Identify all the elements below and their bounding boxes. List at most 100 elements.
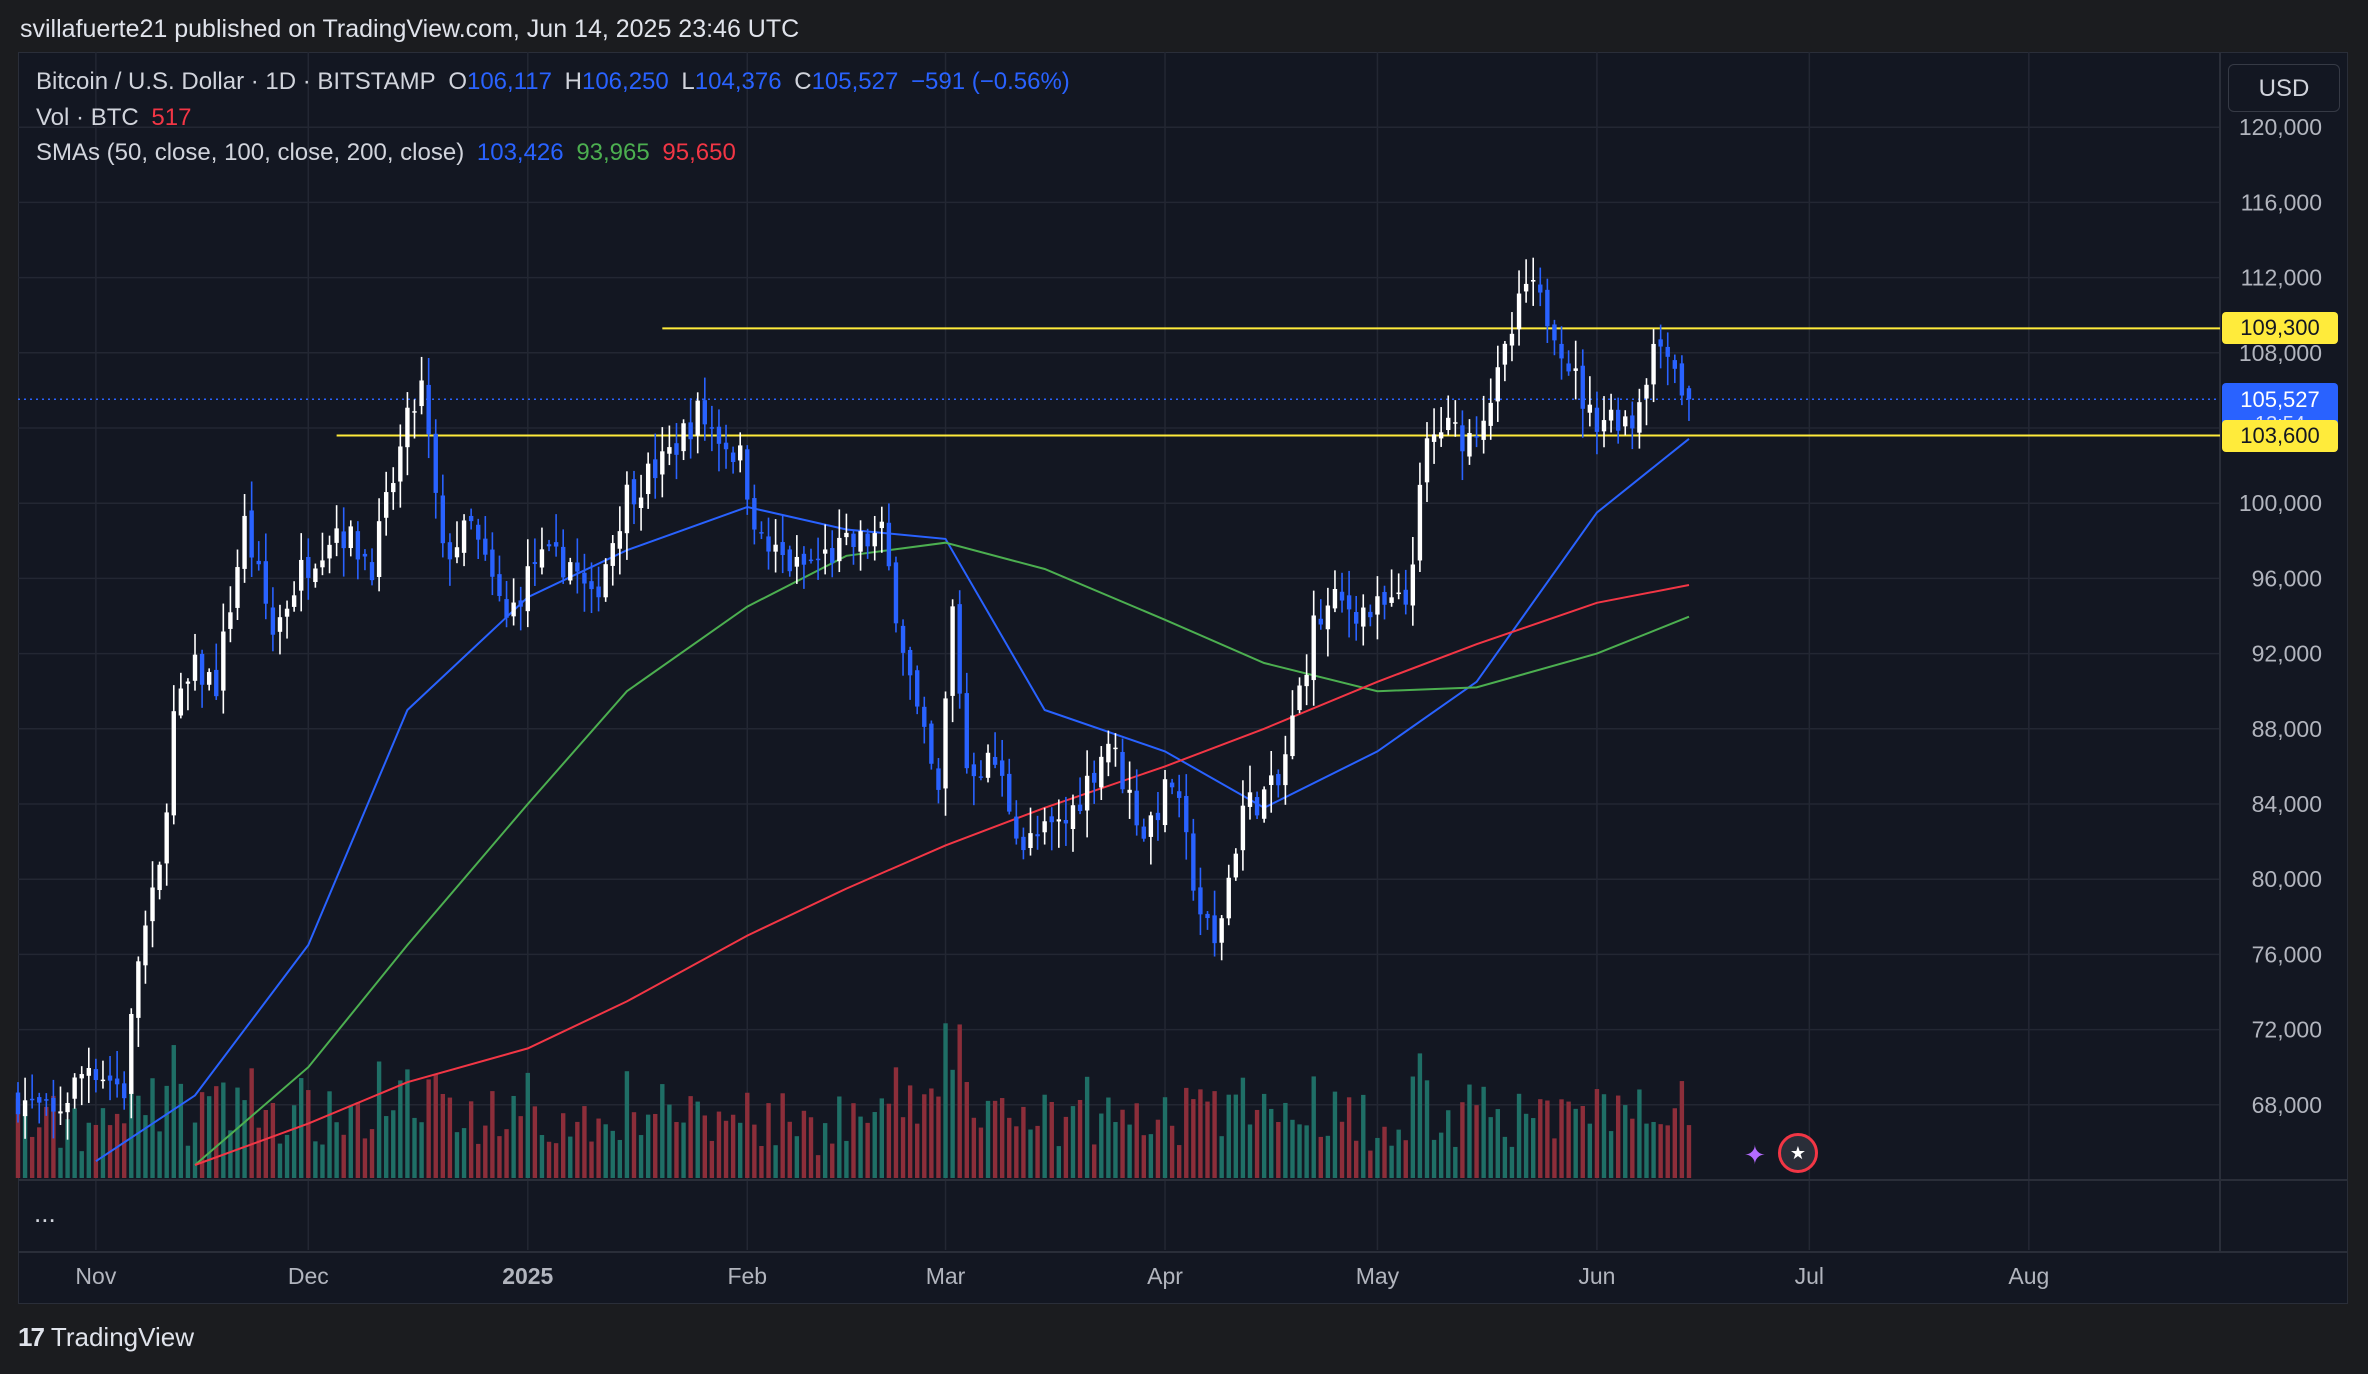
candle-body — [1474, 435, 1479, 438]
volume-bar — [1431, 1139, 1437, 1178]
candle-body — [830, 548, 835, 563]
volume-bar — [985, 1100, 991, 1178]
close-value: 105,527 — [811, 68, 899, 95]
volume-bar — [674, 1122, 679, 1178]
support-price-tag: 103,600 — [2222, 419, 2338, 452]
candle-body — [688, 422, 693, 440]
low-value: 104,376 — [694, 68, 782, 95]
x-tick-label: Aug — [2008, 1263, 2049, 1289]
sparkle-icon[interactable]: ✦ — [1744, 1140, 1766, 1170]
volume-bar — [907, 1085, 913, 1178]
candle-body — [1523, 283, 1529, 292]
volume-bar — [879, 1098, 885, 1178]
volume-bar — [837, 1096, 842, 1178]
candle-body — [1304, 674, 1309, 687]
sma-label[interactable]: SMAs (50, close, 100, close, 200, close) — [36, 139, 465, 166]
candle-body — [391, 483, 396, 493]
volume-bar — [263, 1109, 269, 1178]
volume-bar — [638, 1135, 644, 1178]
volume-bar — [617, 1139, 623, 1178]
volume-bar — [1375, 1137, 1380, 1178]
candle-body — [730, 452, 736, 463]
candle-body — [964, 693, 969, 769]
candle-body — [660, 451, 665, 475]
candle-body — [1538, 284, 1543, 293]
candle-body — [362, 553, 368, 557]
volume-bar — [1594, 1089, 1600, 1178]
y-tick-label: 120,000 — [2239, 114, 2322, 140]
volume-bar — [773, 1145, 778, 1178]
volume-bar — [978, 1127, 984, 1178]
volume-bar — [383, 1116, 389, 1178]
volume-bar — [1587, 1123, 1593, 1178]
more-indicators-button[interactable]: ... — [34, 1198, 56, 1228]
legend-ohlc-row: Bitcoin / U.S. Dollar · 1D · BITSTAMP O1… — [36, 68, 1076, 96]
volume-value: 517 — [151, 104, 192, 131]
candle-body — [1176, 791, 1182, 798]
volume-bar — [369, 1129, 375, 1178]
candle-body — [936, 768, 941, 790]
candle-body — [1240, 805, 1246, 851]
tradingview-logo[interactable]: 17 TradingView — [18, 1322, 194, 1353]
candle-body — [1162, 779, 1168, 826]
x-tick-label: Feb — [727, 1263, 767, 1289]
volume-bar — [214, 1086, 219, 1178]
candle-body — [1637, 402, 1642, 433]
candle-body — [759, 532, 764, 534]
candle-body — [872, 533, 877, 547]
candle-body — [950, 606, 955, 696]
candle-body — [992, 756, 998, 765]
candle-body — [766, 536, 771, 552]
candle-body — [157, 864, 162, 891]
volume-bar — [129, 1082, 134, 1178]
volume-bar — [532, 1106, 538, 1178]
candle-body — [681, 423, 686, 452]
candle-body — [447, 542, 453, 560]
currency-button[interactable]: USD — [2228, 64, 2340, 112]
volume-bar — [1545, 1100, 1550, 1178]
candle-body — [504, 599, 509, 618]
candle-body — [100, 1079, 106, 1082]
us-flag-event-icon[interactable]: ★ — [1778, 1133, 1818, 1173]
volume-bar — [1523, 1113, 1529, 1178]
candle-body — [822, 549, 828, 554]
candle-body — [1226, 877, 1231, 919]
volume-bar — [1028, 1129, 1033, 1178]
candle-body — [1269, 775, 1274, 786]
candle-body — [1488, 402, 1493, 426]
volume-bar — [844, 1140, 849, 1178]
candle-body — [1566, 363, 1571, 372]
candle-body — [1099, 756, 1104, 788]
candle-body — [1077, 804, 1083, 812]
volume-bar — [1538, 1099, 1543, 1178]
volume-bar — [546, 1141, 552, 1178]
volume-label[interactable]: Vol · BTC — [36, 104, 139, 131]
candle-body — [511, 602, 516, 617]
candle-body — [497, 574, 502, 596]
volume-bar — [1212, 1091, 1217, 1178]
volume-bar — [1226, 1094, 1231, 1178]
volume-bar — [1474, 1105, 1479, 1178]
volume-bar — [1559, 1099, 1564, 1178]
volume-bar — [1120, 1109, 1125, 1178]
sma-line-sma200 — [194, 584, 1690, 1166]
candle-body — [306, 556, 311, 578]
candle-body — [355, 531, 361, 560]
candle-body — [1311, 615, 1316, 681]
volume-bar — [1424, 1080, 1430, 1178]
volume-bar — [766, 1103, 771, 1178]
volume-bar — [1509, 1146, 1515, 1178]
candle-body — [114, 1078, 120, 1085]
candle-body — [129, 1013, 134, 1094]
candle-body — [1460, 425, 1465, 452]
candle-body — [412, 411, 417, 413]
candle-body — [1021, 836, 1026, 851]
volume-bar — [943, 1023, 948, 1178]
candle-body — [575, 562, 580, 572]
sma200-value: 95,650 — [662, 139, 736, 166]
y-tick-label: 116,000 — [2241, 189, 2322, 215]
volume-bar — [299, 1078, 304, 1178]
volume-bar — [1566, 1101, 1571, 1178]
symbol-title[interactable]: Bitcoin / U.S. Dollar · 1D · BITSTAMP — [36, 68, 436, 95]
